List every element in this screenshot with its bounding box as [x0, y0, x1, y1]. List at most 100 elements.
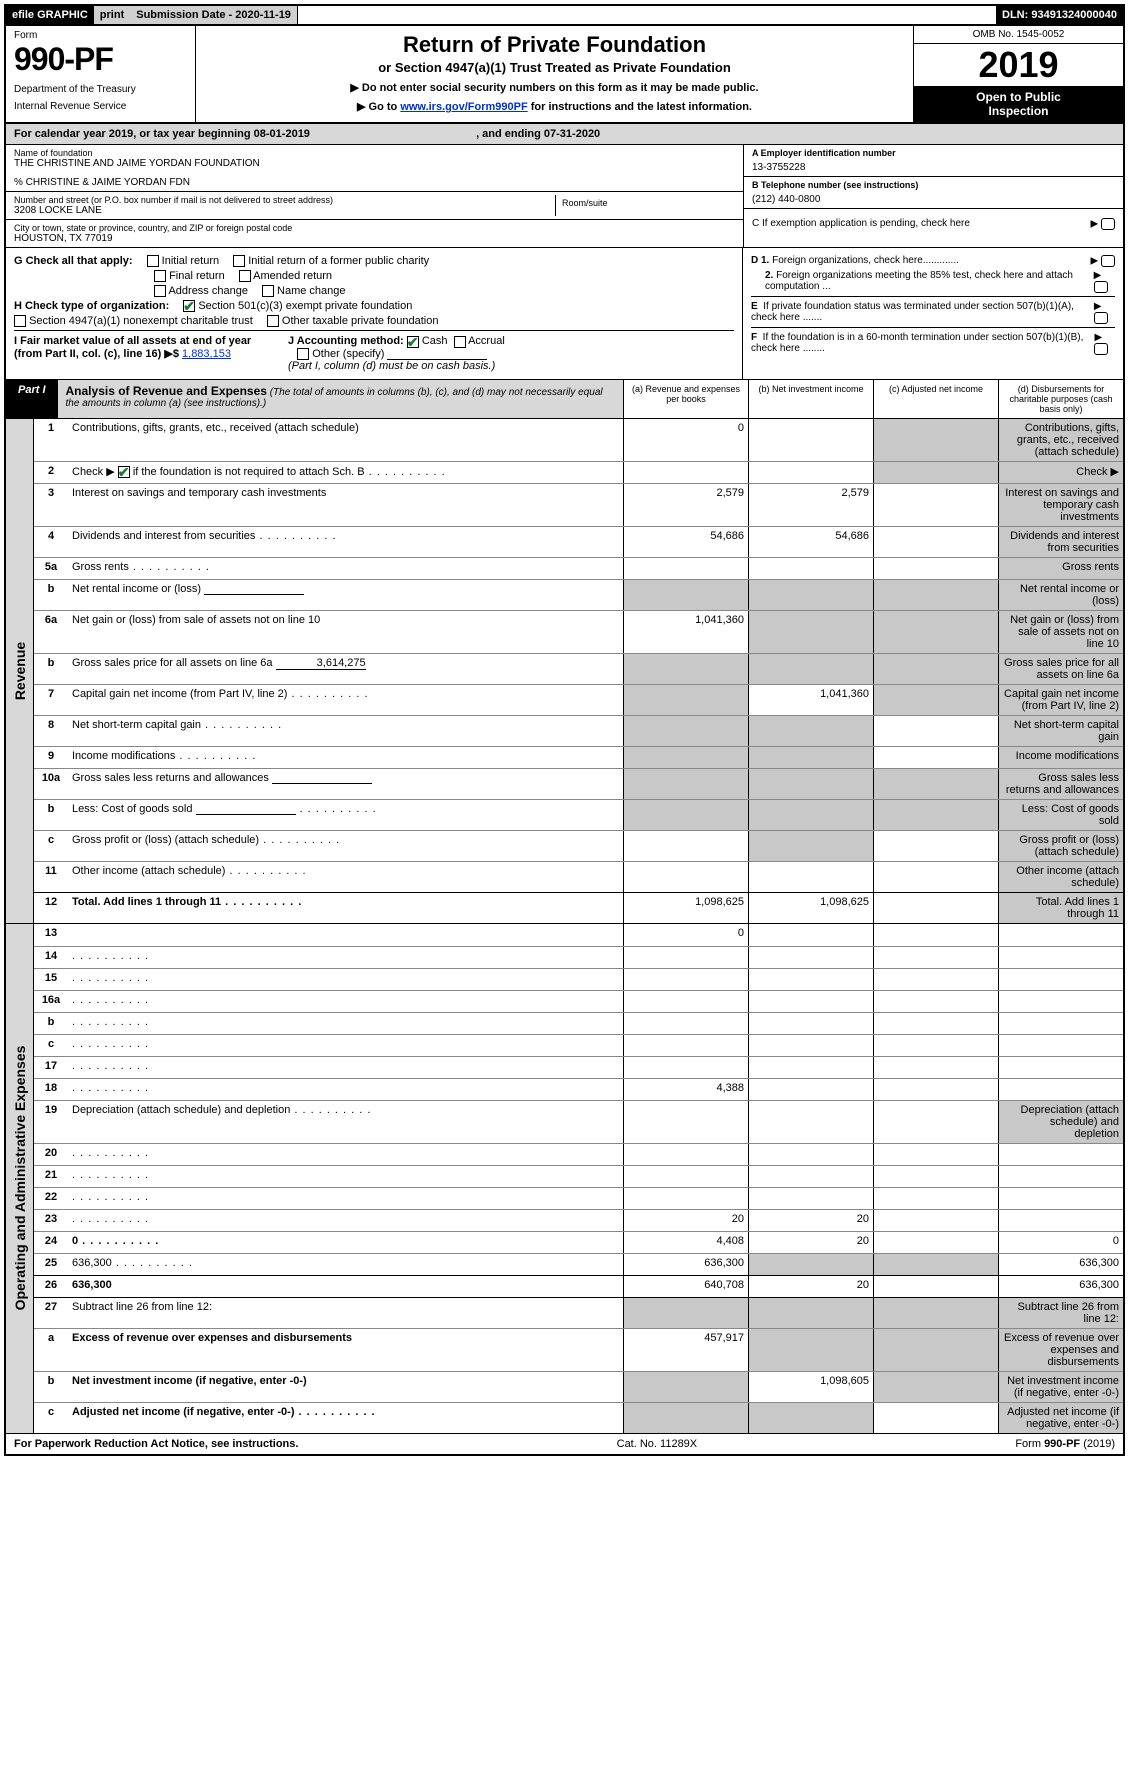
g-final-checkbox[interactable] — [154, 270, 166, 282]
col-d: Net short-term capital gain — [998, 716, 1123, 746]
col-a: 0 — [623, 924, 748, 946]
col-a — [623, 947, 748, 968]
g-initial-checkbox[interactable] — [147, 255, 159, 267]
line-r16a: 16a — [34, 990, 1123, 1012]
line-r16c: c — [34, 1034, 1123, 1056]
col-a — [623, 831, 748, 861]
col-b — [748, 654, 873, 684]
col-c — [873, 611, 998, 653]
footer-left: For Paperwork Reduction Act Notice, see … — [14, 1438, 298, 1450]
col-c — [873, 1298, 998, 1328]
sch-b-checkbox[interactable] — [118, 466, 130, 478]
col-c-header: (c) Adjusted net income — [873, 380, 998, 418]
col-c — [873, 969, 998, 990]
col-a: 1,098,625 — [623, 893, 748, 923]
j-accrual-checkbox[interactable] — [454, 336, 466, 348]
g-name-checkbox[interactable] — [262, 285, 274, 297]
col-d: Contributions, gifts, grants, etc., rece… — [998, 419, 1123, 461]
col-b: 20 — [748, 1210, 873, 1231]
col-d — [998, 969, 1123, 990]
g-amended-checkbox[interactable] — [239, 270, 251, 282]
c-checkbox[interactable] — [1101, 218, 1115, 230]
col-a — [623, 991, 748, 1012]
topbar-spacer — [298, 6, 996, 24]
line-desc — [68, 1079, 623, 1100]
line-num: 4 — [34, 527, 68, 557]
inline-input[interactable] — [204, 583, 304, 595]
inline-input[interactable] — [196, 803, 296, 815]
line-num: 11 — [34, 862, 68, 892]
j-cash: Cash — [422, 335, 448, 347]
part-title: Analysis of Revenue and Expenses (The to… — [58, 380, 623, 418]
dept-treasury: Department of the Treasury — [14, 84, 187, 95]
line-num: 25 — [34, 1254, 68, 1275]
col-a: 640,708 — [623, 1276, 748, 1297]
line-num: b — [34, 654, 68, 684]
dln: DLN: 93491324000040 — [996, 6, 1123, 24]
e-checkbox[interactable] — [1094, 312, 1108, 324]
h-4947-checkbox[interactable] — [14, 315, 26, 327]
g-address-checkbox[interactable] — [154, 285, 166, 297]
revenue-rows: 1Contributions, gifts, grants, etc., rec… — [34, 419, 1123, 923]
col-b — [748, 716, 873, 746]
line-r5b: bNet rental income or (loss) Net rental … — [34, 579, 1123, 610]
col-d: Gross sales price for all assets on line… — [998, 654, 1123, 684]
fmv-link[interactable]: 1,883,153 — [182, 348, 231, 360]
col-a — [623, 1298, 748, 1328]
col-c — [873, 484, 998, 526]
f-checkbox[interactable] — [1094, 343, 1108, 355]
col-a — [623, 685, 748, 715]
line-num: 14 — [34, 947, 68, 968]
col-d — [998, 1035, 1123, 1056]
d2-row: 2. Foreign organizations meeting the 85%… — [751, 270, 1115, 293]
h-501c3-checkbox[interactable] — [183, 300, 195, 312]
h-row: H Check type of organization: Section 50… — [14, 300, 734, 312]
d1-checkbox[interactable] — [1101, 255, 1115, 267]
print-button[interactable]: print — [94, 6, 130, 24]
j-cash-checkbox[interactable] — [407, 336, 419, 348]
col-d — [998, 924, 1123, 946]
col-b — [748, 1188, 873, 1209]
name-row: Name of foundation THE CHRISTINE AND JAI… — [6, 145, 743, 192]
note2-pre: ▶ Go to — [357, 101, 400, 113]
col-c — [873, 747, 998, 768]
line-num: b — [34, 1013, 68, 1034]
col-b — [748, 969, 873, 990]
col-c — [873, 1329, 998, 1371]
ident-right: A Employer identification number 13-3755… — [743, 145, 1123, 247]
h-opt-2: Section 4947(a)(1) nonexempt charitable … — [29, 315, 253, 327]
col-b — [748, 1329, 873, 1371]
j-other-input[interactable] — [387, 348, 487, 360]
checks-block: G Check all that apply: Initial return I… — [6, 248, 1123, 380]
ein-row: A Employer identification number 13-3755… — [744, 145, 1123, 177]
g-initial-former-checkbox[interactable] — [233, 255, 245, 267]
h-opt-1: Section 501(c)(3) exempt private foundat… — [198, 300, 412, 312]
col-a — [623, 1403, 748, 1433]
j-other-checkbox[interactable] — [297, 348, 309, 360]
line-r11: 11Other income (attach schedule)Other in… — [34, 861, 1123, 892]
col-c — [873, 1013, 998, 1034]
inline-input[interactable] — [272, 772, 372, 784]
line-num: 10a — [34, 769, 68, 799]
line-r5a: 5aGross rentsGross rents — [34, 557, 1123, 579]
col-a: 54,686 — [623, 527, 748, 557]
col-b: 1,041,360 — [748, 685, 873, 715]
line-desc: Depreciation (attach schedule) and deple… — [68, 1101, 623, 1143]
line-num: 6a — [34, 611, 68, 653]
line-desc: Capital gain net income (from Part IV, l… — [68, 685, 623, 715]
irs-link[interactable]: www.irs.gov/Form990PF — [400, 101, 527, 113]
f-row: F If the foundation is in a 60-month ter… — [751, 327, 1115, 355]
col-b — [748, 1079, 873, 1100]
col-d: 636,300 — [998, 1276, 1123, 1297]
col-b: 1,098,605 — [748, 1372, 873, 1402]
submission-date: Submission Date - 2020-11-19 — [130, 6, 298, 24]
col-d — [998, 1166, 1123, 1187]
d2-checkbox[interactable] — [1094, 281, 1108, 293]
g-opt-1: Initial return of a former public charit… — [248, 255, 429, 267]
col-c — [873, 462, 998, 483]
checks-left: G Check all that apply: Initial return I… — [6, 248, 743, 379]
street-address: 3208 LOCKE LANE — [14, 205, 555, 216]
col-d — [998, 991, 1123, 1012]
open-line1: Open to Public — [918, 90, 1119, 104]
h-other-checkbox[interactable] — [267, 315, 279, 327]
